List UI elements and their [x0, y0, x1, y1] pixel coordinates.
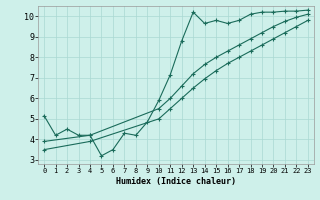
X-axis label: Humidex (Indice chaleur): Humidex (Indice chaleur)	[116, 177, 236, 186]
